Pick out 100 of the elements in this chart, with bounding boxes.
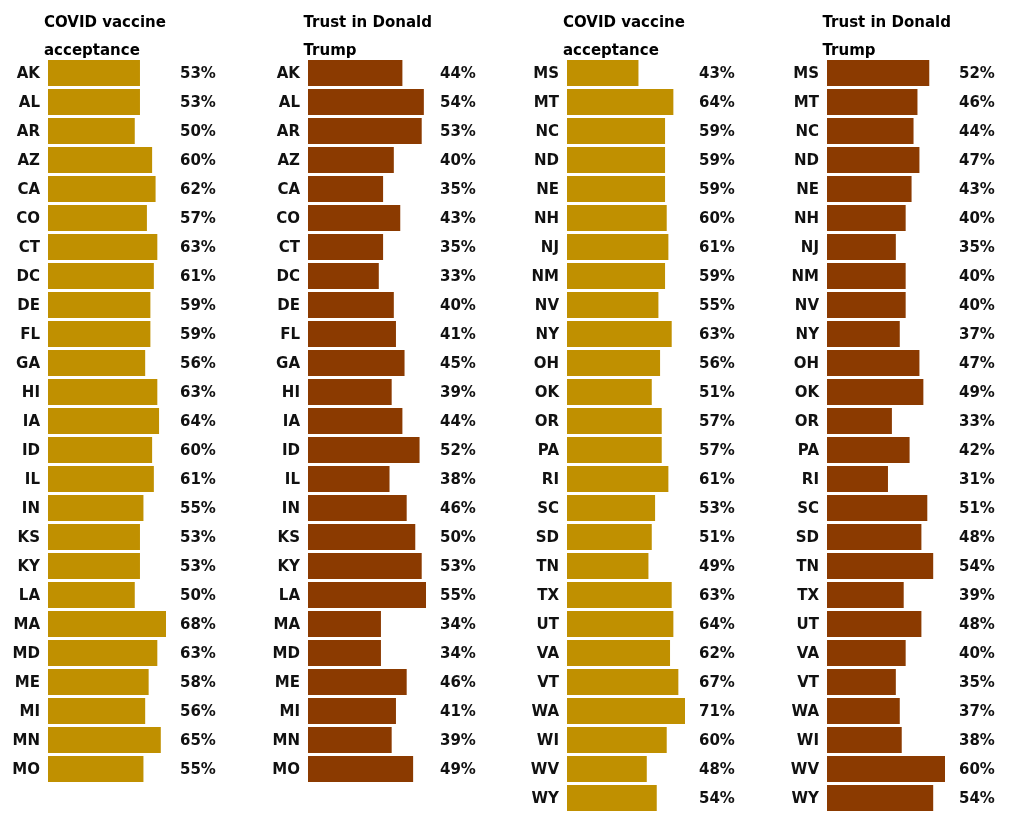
y-tick-label: FL [279,324,300,343]
data-label: 61% [180,470,216,488]
data-label: 48% [958,528,995,546]
data-label: 43% [699,64,735,82]
y-tick-label: OK [794,382,820,401]
y-tick-label: OH [533,353,559,372]
bar [48,524,140,550]
data-label: 49% [439,760,476,778]
y-tick-label: ND [533,150,559,169]
bar [48,292,151,318]
bar [48,669,149,695]
data-label: 60% [699,731,735,749]
data-label: 56% [180,354,216,372]
bar [307,408,402,434]
data-label: 34% [439,615,476,633]
data-label: 57% [180,209,216,227]
y-tick-label: IL [284,469,300,488]
bar [826,785,933,811]
data-label: 48% [699,760,735,778]
data-label: 47% [958,354,995,372]
y-tick-label: RI [541,469,559,488]
data-label: 58% [180,673,216,691]
data-label: 60% [180,441,216,459]
data-label: 50% [180,586,216,604]
bar [826,466,888,492]
data-label: 60% [699,209,735,227]
data-label: 54% [439,93,476,111]
y-tick-label: MS [792,63,819,82]
y-tick-label: WY [531,788,561,807]
bar [567,669,679,695]
data-label: 43% [958,180,995,198]
bar [48,321,151,347]
bar [826,582,904,608]
data-label: 46% [958,93,995,111]
bar [307,611,381,637]
data-label: 37% [958,702,995,720]
y-tick-label: VT [537,672,560,691]
bar [567,234,669,260]
y-tick-label: NE [795,179,819,198]
data-label: 41% [439,702,476,720]
bar [567,60,639,86]
bar [826,408,892,434]
bar [826,756,945,782]
y-tick-label: VA [796,643,819,662]
y-tick-label: MT [793,92,820,111]
bar [48,147,153,173]
y-tick-label: DC [276,266,300,285]
bar [307,350,405,376]
bar [48,611,166,637]
data-label: 68% [180,615,216,633]
y-tick-label: AL [18,92,41,111]
data-label: 63% [699,325,735,343]
y-tick-label: DC [16,266,40,285]
data-label: 63% [180,238,216,256]
data-label: 64% [699,93,735,111]
data-label: 55% [180,499,216,517]
y-tick-label: GA [275,353,300,372]
bar [307,524,415,550]
bar [567,89,674,115]
bar [826,89,917,115]
y-tick-label: NC [535,121,559,140]
data-label: 34% [439,644,476,662]
bar [48,756,144,782]
y-tick-label: DE [17,295,40,314]
bar [567,176,666,202]
y-tick-label: IA [282,411,300,430]
data-label: 59% [699,122,735,140]
bar [567,727,667,753]
y-tick-label: NC [794,121,819,140]
y-tick-label: MO [12,759,40,778]
y-tick-label: AZ [17,150,41,169]
bar [826,698,900,724]
bar [48,582,135,608]
data-label: 35% [439,238,476,256]
bar [826,611,921,637]
data-label: 52% [958,64,995,82]
bar [826,60,929,86]
data-label: 63% [699,586,735,604]
bar [307,60,402,86]
data-label: 35% [958,238,995,256]
y-tick-label: WI [536,730,559,749]
y-tick-label: ID [281,440,300,459]
data-label: 40% [958,644,995,662]
data-label: 35% [958,673,995,691]
bar [48,89,140,115]
bar [567,350,661,376]
bar [567,205,667,231]
bar [567,321,672,347]
data-label: 52% [439,441,476,459]
y-tick-label: NM [791,266,819,285]
y-tick-label: ME [14,672,40,691]
y-tick-label: CO [275,208,300,227]
bar [826,640,906,666]
y-tick-label: SC [537,498,559,517]
bar [567,553,649,579]
bar [826,379,923,405]
y-tick-label: VA [536,643,560,662]
data-label: 63% [180,644,216,662]
y-tick-label: AK [16,63,42,82]
bar [567,640,671,666]
